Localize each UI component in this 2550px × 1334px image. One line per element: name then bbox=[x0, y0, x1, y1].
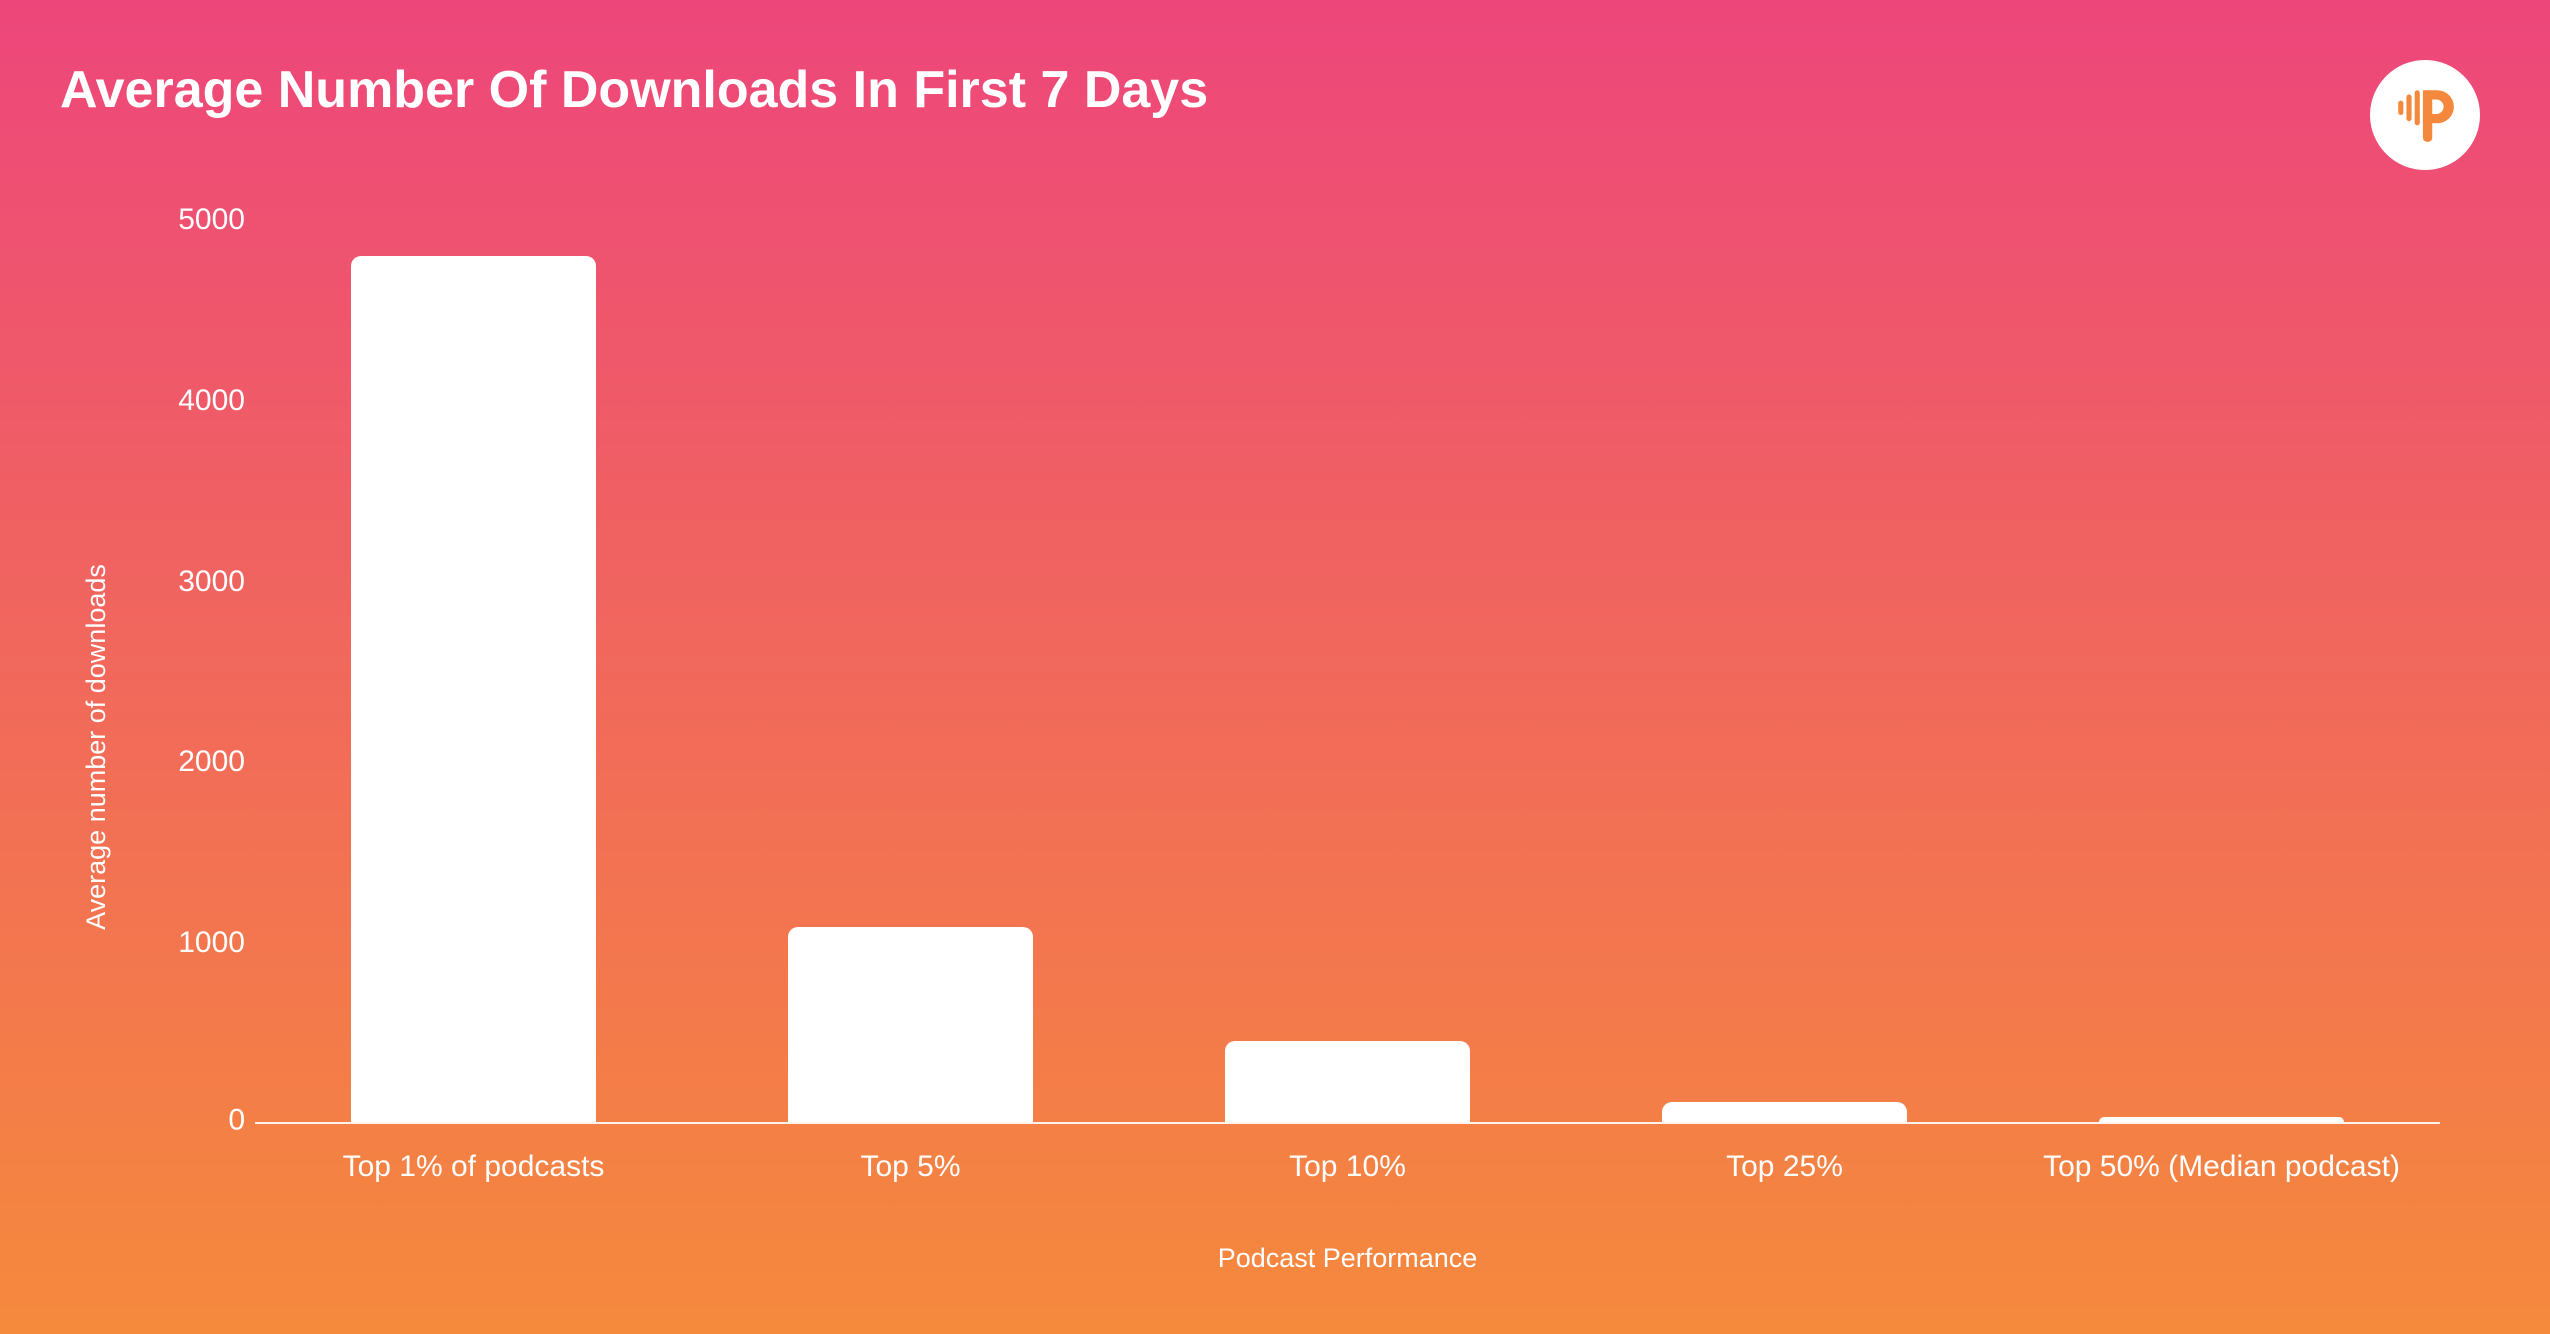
bar bbox=[1662, 1102, 1907, 1122]
y-tick-label: 3000 bbox=[140, 565, 245, 599]
bar-slot bbox=[1129, 220, 1566, 1122]
podcast-logo-icon bbox=[2392, 82, 2458, 148]
bars-container bbox=[255, 220, 2440, 1122]
bar-slot bbox=[255, 220, 692, 1122]
y-tick-label: 5000 bbox=[140, 203, 245, 237]
x-category-label: Top 1% of podcasts bbox=[255, 1150, 692, 1184]
x-category-label: Top 25% bbox=[1566, 1150, 2003, 1184]
bar bbox=[788, 927, 1033, 1122]
y-tick-label: 2000 bbox=[140, 745, 245, 779]
y-axis-ticks: 010002000300040005000 bbox=[140, 220, 245, 1124]
x-axis-label: Podcast Performance bbox=[255, 1243, 2440, 1274]
bar bbox=[351, 256, 596, 1122]
chart-canvas: Average Number Of Downloads In First 7 D… bbox=[0, 0, 2550, 1334]
chart-area: Average number of downloads 0 1000 2000 300… bbox=[60, 220, 2480, 1274]
bar-slot bbox=[692, 220, 1129, 1122]
x-axis-categories: Top 1% of podcastsTop 5%Top 10%Top 25%To… bbox=[255, 1150, 2440, 1184]
brand-logo bbox=[2370, 60, 2480, 170]
x-category-label: Top 10% bbox=[1129, 1150, 1566, 1184]
chart-title: Average Number Of Downloads In First 7 D… bbox=[60, 60, 1208, 120]
y-tick-label: 1000 bbox=[140, 926, 245, 960]
bar bbox=[2099, 1117, 2344, 1122]
y-tick-label: 4000 bbox=[140, 384, 245, 418]
x-category-label: Top 50% (Median podcast) bbox=[2003, 1150, 2440, 1184]
y-tick-label: 0 bbox=[140, 1104, 245, 1138]
bar-slot bbox=[2003, 220, 2440, 1122]
header: Average Number Of Downloads In First 7 D… bbox=[60, 60, 2480, 170]
y-axis-label: Average number of downloads bbox=[81, 564, 112, 930]
plot-region bbox=[255, 220, 2440, 1124]
x-category-label: Top 5% bbox=[692, 1150, 1129, 1184]
bar bbox=[1225, 1041, 1470, 1122]
bar-slot bbox=[1566, 220, 2003, 1122]
